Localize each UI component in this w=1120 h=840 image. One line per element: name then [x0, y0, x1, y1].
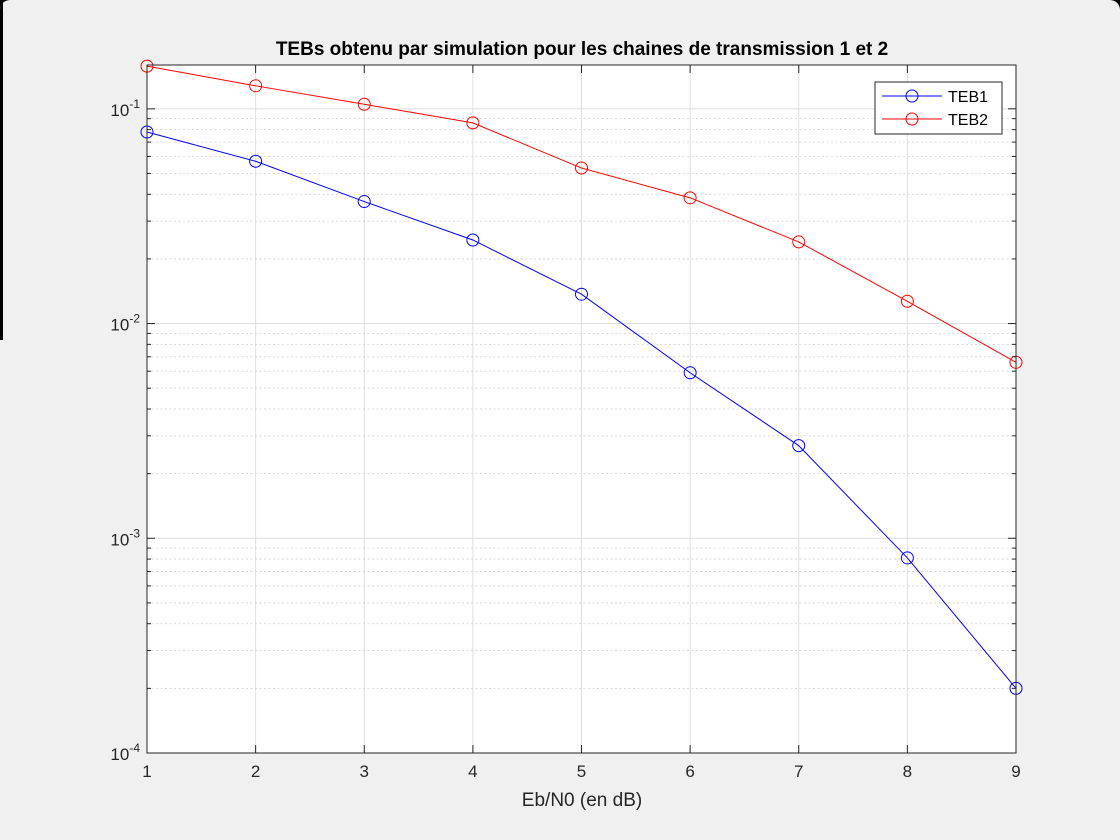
legend-label: TEB1 — [948, 89, 988, 106]
x-tick-label: 1 — [142, 762, 151, 781]
data-point — [792, 439, 806, 453]
data-point — [466, 116, 480, 130]
legend-item-teb2: TEB2 — [882, 112, 988, 129]
series-layer — [140, 59, 1023, 695]
x-tick-label: 6 — [685, 762, 694, 781]
y-tick-label: 10-3 — [110, 526, 140, 549]
x-tick-label: 7 — [794, 762, 803, 781]
data-point — [466, 233, 480, 247]
data-point — [357, 97, 371, 111]
data-point — [575, 161, 588, 175]
data-point — [792, 235, 806, 249]
window-edge — [0, 0, 3, 340]
data-point — [683, 366, 697, 380]
grid — [146, 65, 1017, 754]
legend-item-teb1: TEB1 — [882, 89, 988, 106]
x-axis-label: Eb/N0 (en dB) — [522, 790, 642, 811]
legend-marker — [905, 112, 919, 126]
legend-box — [874, 81, 1003, 135]
legend: TEB1 TEB2 — [874, 81, 1003, 135]
x-tick-label: 9 — [1011, 762, 1020, 781]
series-line — [146, 131, 1017, 689]
chart-title: TEBs obtenu par simulation pour les chai… — [276, 39, 888, 60]
x-tick-label: 4 — [468, 762, 477, 781]
tick-marks — [146, 65, 1017, 754]
data-point — [249, 79, 263, 93]
y-tick-label: 10-4 — [110, 741, 140, 764]
legend-label: TEB2 — [948, 112, 988, 129]
data-point — [357, 195, 371, 209]
data-point — [249, 154, 263, 168]
y-tick-label: 10-2 — [110, 312, 140, 335]
x-tick-label: 3 — [360, 762, 369, 781]
data-point — [683, 191, 697, 205]
series-line — [146, 65, 1017, 363]
data-point — [900, 551, 914, 565]
series-teb2 — [140, 59, 1023, 369]
x-tick-label: 8 — [903, 762, 912, 781]
x-tick-label: 2 — [251, 762, 260, 781]
data-point — [900, 294, 914, 308]
legend-marker — [905, 89, 919, 103]
x-tick-label: 5 — [577, 762, 586, 781]
tick-labels: 1 2 3 4 5 6 7 8 9 10-1 10-2 10-3 10-4 — [110, 97, 1020, 781]
y-tick-label: 10-1 — [110, 97, 140, 120]
data-point — [575, 287, 588, 301]
